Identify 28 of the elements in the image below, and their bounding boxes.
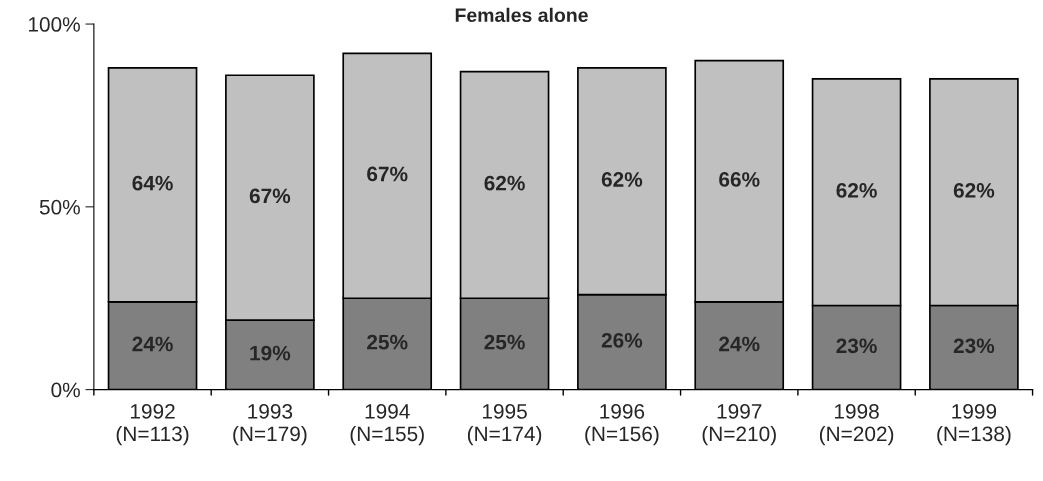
- data-label: 23%: [953, 338, 995, 354]
- y-tick-label: 0%: [51, 382, 80, 398]
- x-tick-label: 1999 (N=138): [937, 404, 1011, 446]
- data-label: 62%: [836, 183, 877, 198]
- data-label: 62%: [601, 172, 643, 187]
- data-label: 19%: [250, 345, 291, 361]
- data-label: 62%: [484, 175, 525, 191]
- data-label: 23%: [836, 338, 877, 354]
- y-tick-label: 100%: [28, 17, 80, 32]
- data-label: 24%: [132, 336, 173, 352]
- y-tick-label: 50%: [39, 199, 80, 215]
- data-label: 67%: [249, 188, 291, 204]
- data-label: 26%: [601, 332, 643, 348]
- x-tick-label: 1992 (N=113): [116, 404, 189, 446]
- x-tick-label: 1994 (N=155): [350, 404, 424, 446]
- data-label: 24%: [719, 336, 760, 352]
- data-label: 66%: [719, 172, 760, 187]
- x-tick-label: 1993 (N=179): [233, 404, 307, 446]
- data-label: 25%: [367, 334, 408, 350]
- x-tick-label: 1996 (N=156): [585, 404, 659, 446]
- data-label: 25%: [484, 334, 525, 350]
- data-label: 62%: [953, 183, 995, 198]
- x-tick-label: 1997 (N=210): [702, 404, 776, 446]
- data-label: 67%: [367, 166, 408, 182]
- chart-title: Females alone: [455, 7, 588, 23]
- x-tick-label: 1995 (N=174): [467, 404, 542, 446]
- data-label: 64%: [132, 175, 173, 191]
- x-tick-label: 1998 (N=202): [819, 404, 894, 446]
